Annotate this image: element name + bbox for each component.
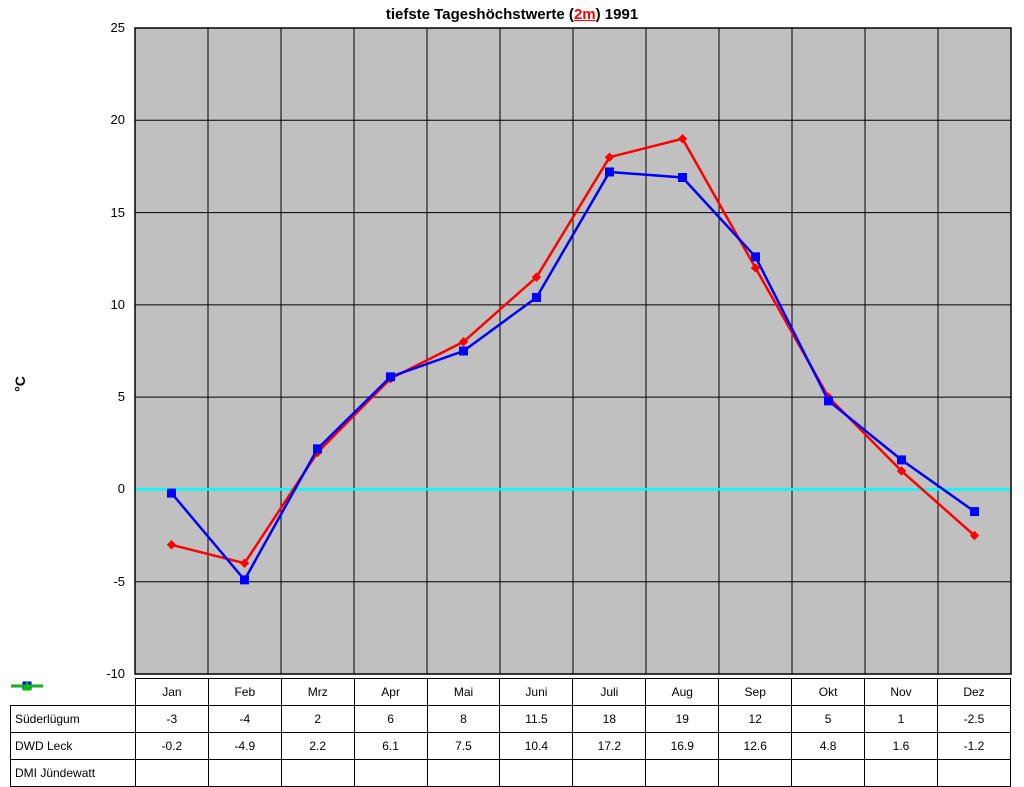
data-cell: 2 [281, 706, 354, 733]
data-cell: -4.9 [208, 733, 281, 760]
y-tick: 0 [0, 481, 125, 496]
data-cell [135, 760, 208, 787]
data-cell [573, 760, 646, 787]
data-cell: 8 [427, 706, 500, 733]
data-cell: 16.9 [646, 733, 719, 760]
data-cell: 17.2 [573, 733, 646, 760]
data-table: JanFebMrzAprMaiJuniJuliAugSepOktNovDezSü… [10, 678, 1011, 787]
data-cell [208, 760, 281, 787]
month-header: Jan [135, 679, 208, 706]
month-header: Okt [792, 679, 865, 706]
table-row: DMI Jündewatt [11, 760, 1011, 787]
data-cell [865, 760, 938, 787]
month-header: Aug [646, 679, 719, 706]
month-header: Nov [865, 679, 938, 706]
month-header: Sep [719, 679, 792, 706]
data-cell [719, 760, 792, 787]
month-header: Mai [427, 679, 500, 706]
y-tick: 20 [0, 112, 125, 127]
legend-cell: Süderlügum [11, 706, 136, 733]
y-tick: 5 [0, 389, 125, 404]
data-cell: 5 [792, 706, 865, 733]
data-cell: 12.6 [719, 733, 792, 760]
month-header: Feb [208, 679, 281, 706]
series-name: DMI Jündewatt [15, 766, 95, 780]
data-cell: 6.1 [354, 733, 427, 760]
data-cell [354, 760, 427, 787]
legend-cell: DMI Jündewatt [11, 760, 136, 787]
data-cell: 2.2 [281, 733, 354, 760]
series-name: Süderlügum [15, 712, 80, 726]
data-cell: 1.6 [865, 733, 938, 760]
data-cell: -4 [208, 706, 281, 733]
data-cell: 18 [573, 706, 646, 733]
data-cell: 7.5 [427, 733, 500, 760]
data-cell [646, 760, 719, 787]
month-header: Juni [500, 679, 573, 706]
data-cell [937, 760, 1010, 787]
data-cell [427, 760, 500, 787]
data-cell [500, 760, 573, 787]
data-cell [281, 760, 354, 787]
month-header: Apr [354, 679, 427, 706]
data-cell: 12 [719, 706, 792, 733]
plot-area [0, 0, 1024, 768]
chart-container: { "chart": { "type": "line", "title_pref… [0, 0, 1024, 768]
month-header: Mrz [281, 679, 354, 706]
table-header-row: JanFebMrzAprMaiJuniJuliAugSepOktNovDez [11, 679, 1011, 706]
month-header: Juli [573, 679, 646, 706]
series-name: DWD Leck [15, 739, 72, 753]
y-tick: -5 [0, 574, 125, 589]
legend-cell: DWD Leck [11, 733, 136, 760]
y-tick: 10 [0, 297, 125, 312]
y-tick: 25 [0, 20, 125, 35]
data-cell: 4.8 [792, 733, 865, 760]
data-cell: 10.4 [500, 733, 573, 760]
y-tick: 15 [0, 205, 125, 220]
data-cell: -1.2 [937, 733, 1010, 760]
data-cell [792, 760, 865, 787]
data-cell: 1 [865, 706, 938, 733]
data-cell: -0.2 [135, 733, 208, 760]
data-cell: 6 [354, 706, 427, 733]
data-cell: 19 [646, 706, 719, 733]
data-cell: -3 [135, 706, 208, 733]
month-header: Dez [937, 679, 1010, 706]
data-cell: -2.5 [937, 706, 1010, 733]
table-row: DWD Leck -0.2-4.92.26.17.510.417.216.912.… [11, 733, 1011, 760]
data-cell: 11.5 [500, 706, 573, 733]
table-row: Süderlügum -3-426811.518191251-2.5 [11, 706, 1011, 733]
